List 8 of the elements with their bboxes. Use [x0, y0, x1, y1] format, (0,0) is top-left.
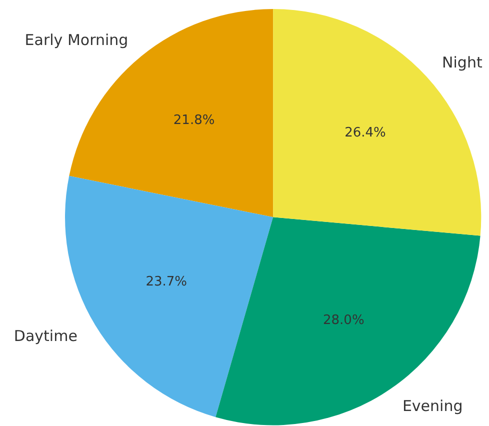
- slice-label: Evening: [402, 397, 463, 416]
- slice-label: Daytime: [14, 327, 78, 346]
- data-label: 21.8%: [173, 112, 215, 128]
- data-label: 26.4%: [344, 125, 386, 140]
- slice-label: Early Morning: [24, 30, 128, 49]
- data-label: 28.0%: [323, 312, 364, 328]
- data-label: 23.7%: [146, 274, 188, 290]
- slice-label: Night: [442, 54, 482, 72]
